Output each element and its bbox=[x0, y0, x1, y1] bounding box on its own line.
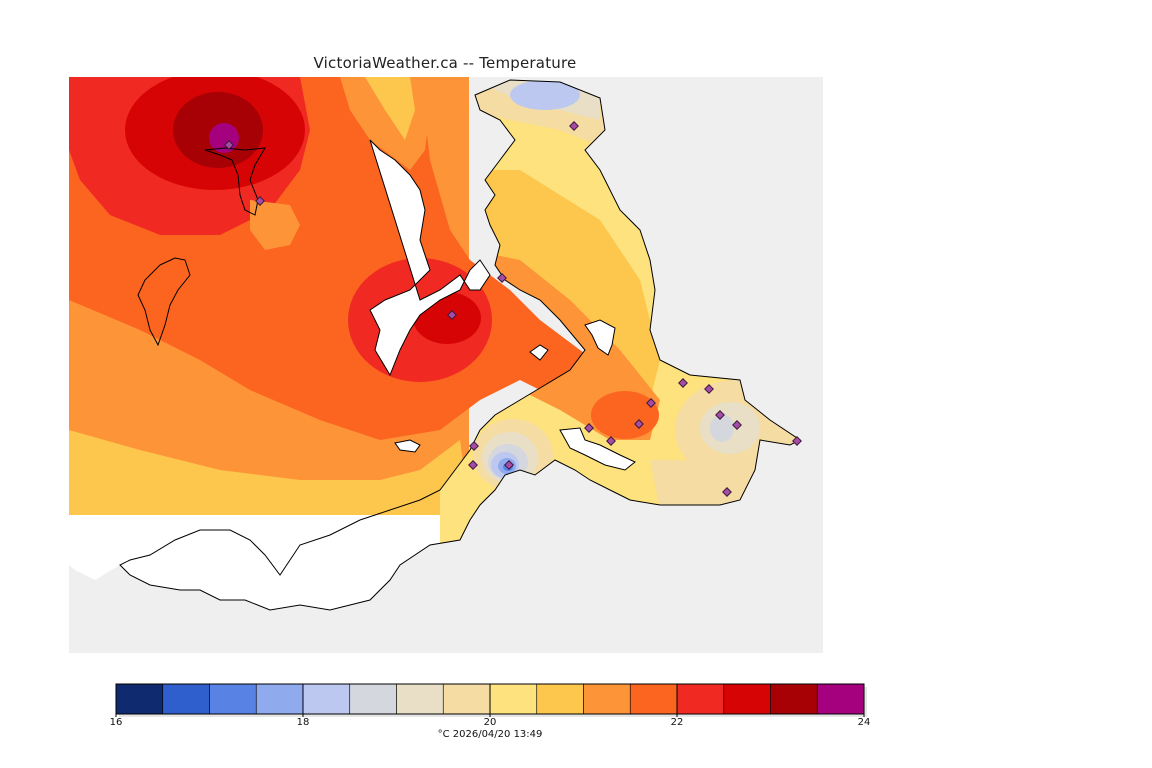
colorbar-tick-label: 22 bbox=[670, 717, 684, 728]
colorbar-swatch bbox=[676, 683, 725, 715]
colorbar-swatch bbox=[115, 683, 164, 715]
station-marker[interactable] bbox=[722, 487, 732, 497]
colorbar-tick-label: 20 bbox=[483, 717, 497, 728]
west-island-outline bbox=[137, 257, 191, 347]
small-island-3 bbox=[529, 344, 549, 361]
station-marker[interactable] bbox=[634, 419, 644, 429]
colorbar-swatch bbox=[536, 683, 584, 715]
station-marker[interactable] bbox=[497, 273, 507, 283]
station-marker[interactable] bbox=[469, 441, 479, 451]
station-marker[interactable] bbox=[504, 460, 514, 470]
colorbar-tick-label: 16 bbox=[109, 717, 123, 728]
small-island-2 bbox=[584, 319, 616, 356]
station-marker[interactable] bbox=[569, 121, 579, 131]
station-markers bbox=[224, 121, 802, 497]
field-band-21-lump bbox=[250, 200, 300, 250]
station-marker[interactable] bbox=[792, 436, 802, 446]
station-marker[interactable] bbox=[584, 423, 594, 433]
colorbar-swatch bbox=[629, 683, 678, 715]
station-marker[interactable] bbox=[704, 384, 714, 394]
colorbar-tick-label: 18 bbox=[296, 717, 310, 728]
station-marker[interactable] bbox=[678, 378, 688, 388]
field-band-20-5-upper bbox=[365, 77, 415, 140]
field-band-20-5 bbox=[69, 430, 470, 515]
colorbar-swatch bbox=[162, 683, 210, 715]
colorbar-swatch bbox=[396, 683, 444, 715]
colorbar-swatch bbox=[349, 683, 397, 715]
water-body bbox=[69, 505, 480, 610]
colorbar-caption: °C 2026/04/20 13:49 bbox=[437, 729, 543, 740]
station-marker[interactable] bbox=[447, 310, 457, 320]
north-peninsula-outline bbox=[204, 147, 266, 216]
small-island-1 bbox=[394, 439, 421, 453]
colorbar-swatch bbox=[302, 683, 351, 715]
colorbar-swatch bbox=[816, 683, 865, 715]
colorbar bbox=[115, 683, 867, 717]
inlet-outline bbox=[369, 139, 491, 377]
station-marker[interactable] bbox=[224, 140, 234, 150]
colorbar-swatch bbox=[255, 683, 304, 715]
station-marker[interactable] bbox=[646, 398, 656, 408]
station-marker[interactable] bbox=[715, 410, 725, 420]
colorbar-swatch bbox=[770, 683, 818, 715]
colorbar-swatch bbox=[583, 683, 631, 715]
harbour-outline bbox=[559, 427, 636, 471]
colorbar-swatch bbox=[489, 683, 538, 715]
station-marker[interactable] bbox=[606, 436, 616, 446]
colorbar-swatch bbox=[209, 683, 257, 715]
station-marker[interactable] bbox=[732, 420, 742, 430]
colorbar-tick-label: 24 bbox=[857, 717, 871, 728]
map-title: VictoriaWeather.ca -- Temperature bbox=[313, 54, 577, 72]
colorbar-swatch bbox=[723, 683, 771, 715]
island-coastline bbox=[119, 79, 801, 611]
station-marker[interactable] bbox=[255, 196, 265, 206]
colorbar-swatch bbox=[442, 683, 491, 715]
station-marker[interactable] bbox=[468, 460, 478, 470]
